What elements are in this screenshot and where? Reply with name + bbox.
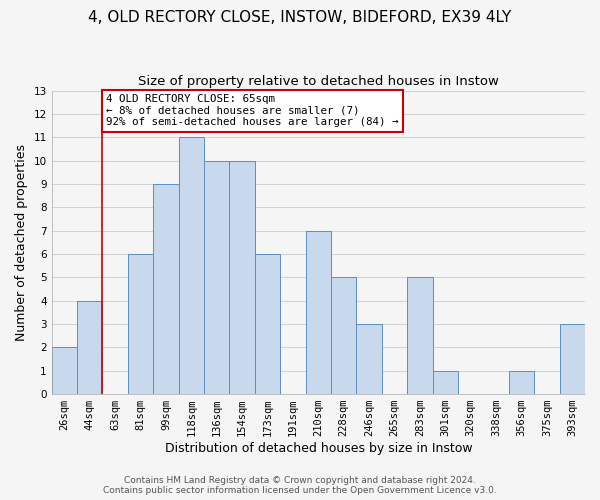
Y-axis label: Number of detached properties: Number of detached properties (15, 144, 28, 341)
Bar (560, 324, 585, 394)
Bar (356, 324, 382, 394)
Bar (255, 254, 280, 394)
Title: Size of property relative to detached houses in Instow: Size of property relative to detached ho… (138, 75, 499, 88)
Bar (509, 370, 534, 394)
Bar (179, 138, 204, 394)
Bar (229, 160, 255, 394)
Text: 4 OLD RECTORY CLOSE: 65sqm
← 8% of detached houses are smaller (7)
92% of semi-d: 4 OLD RECTORY CLOSE: 65sqm ← 8% of detac… (106, 94, 399, 128)
Bar (331, 278, 356, 394)
Bar (77, 300, 103, 394)
X-axis label: Distribution of detached houses by size in Instow: Distribution of detached houses by size … (164, 442, 472, 455)
Bar (433, 370, 458, 394)
Text: Contains HM Land Registry data © Crown copyright and database right 2024.
Contai: Contains HM Land Registry data © Crown c… (103, 476, 497, 495)
Bar (153, 184, 179, 394)
Bar (52, 348, 77, 394)
Bar (204, 160, 229, 394)
Bar (305, 230, 331, 394)
Text: 4, OLD RECTORY CLOSE, INSTOW, BIDEFORD, EX39 4LY: 4, OLD RECTORY CLOSE, INSTOW, BIDEFORD, … (88, 10, 512, 25)
Bar (128, 254, 153, 394)
Bar (407, 278, 433, 394)
